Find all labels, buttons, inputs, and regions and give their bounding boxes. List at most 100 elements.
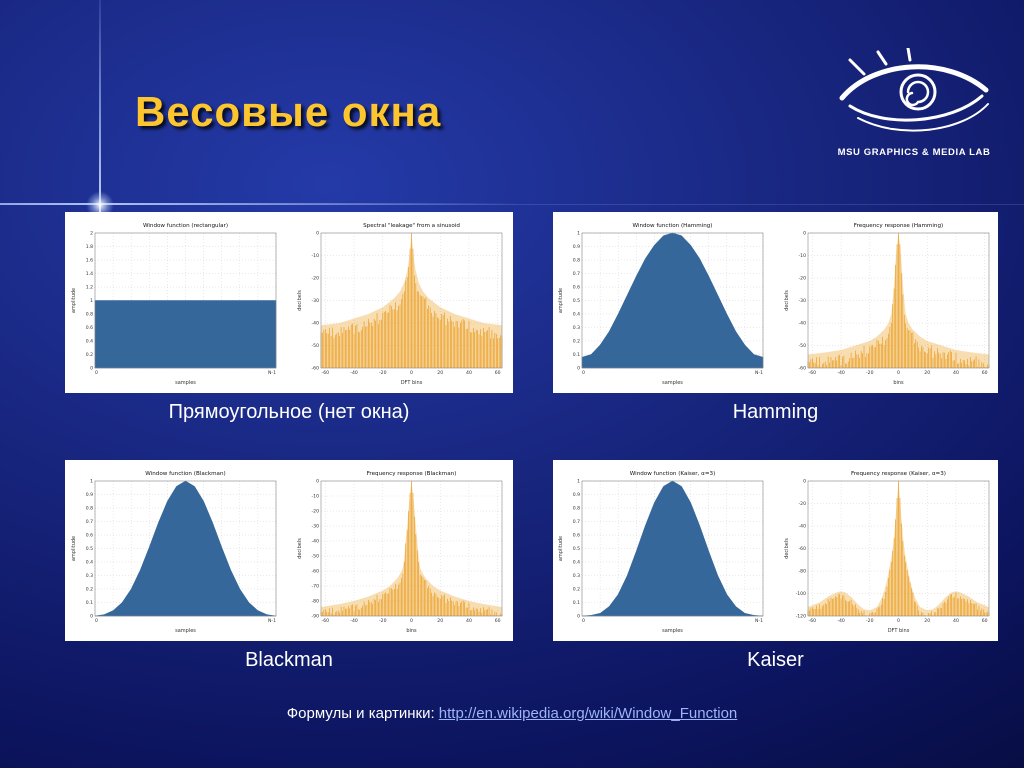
chart-blackman-window: 0 0.1 0.2 0.3 0.4 0.5 0.6 0.7 0.8 0.9 1 0 N-1 Window …	[69, 467, 283, 635]
svg-text:0.5: 0.5	[572, 298, 579, 304]
chart-hamming-response: -60 -50 -40 -30 -20 -10 0 -60 -40 -20 0 20 40 60 Frequ…	[782, 219, 996, 387]
footer: Формулы и картинки: http://en.wikipedia.…	[0, 705, 1024, 722]
svg-text:20: 20	[437, 618, 443, 624]
svg-text:-60: -60	[798, 546, 806, 552]
footer-link[interactable]: http://en.wikipedia.org/wiki/Window_Func…	[438, 705, 738, 722]
svg-text:bins: bins	[406, 628, 417, 634]
svg-text:-30: -30	[311, 298, 319, 304]
svg-text:-40: -40	[798, 320, 806, 326]
svg-text:-10: -10	[311, 253, 319, 259]
svg-text:0.4: 0.4	[572, 311, 579, 317]
svg-text:0: 0	[582, 370, 585, 376]
svg-text:40: 40	[953, 370, 959, 376]
svg-text:0.1: 0.1	[572, 352, 579, 358]
svg-text:-20: -20	[866, 370, 874, 376]
svg-text:0.5: 0.5	[572, 546, 579, 552]
msu-logo: MSU GRAPHICS & MEDIA LAB	[826, 46, 1002, 158]
svg-text:0: 0	[90, 365, 93, 371]
svg-text:0: 0	[897, 370, 900, 376]
svg-text:1.6: 1.6	[86, 257, 93, 263]
svg-text:-20: -20	[798, 501, 806, 507]
svg-text:0.9: 0.9	[572, 244, 579, 250]
svg-text:0: 0	[95, 618, 98, 624]
svg-text:0: 0	[90, 613, 93, 619]
svg-text:N-1: N-1	[268, 618, 276, 624]
svg-text:samples: samples	[662, 628, 683, 634]
svg-text:1: 1	[90, 298, 93, 304]
svg-text:DFT bins: DFT bins	[401, 380, 423, 386]
chart-hamming-window: 0 0.1 0.2 0.3 0.4 0.5 0.6 0.7 0.8 0.9 1 0 N-1 Window …	[556, 219, 770, 387]
svg-text:Window function (Blackman): Window function (Blackman)	[145, 471, 225, 477]
svg-text:Window function (Hamming): Window function (Hamming)	[632, 223, 712, 229]
svg-text:N-1: N-1	[754, 370, 762, 376]
svg-text:N-1: N-1	[754, 618, 762, 624]
svg-text:2: 2	[90, 230, 93, 236]
svg-text:0.2: 0.2	[86, 352, 93, 358]
svg-text:samples: samples	[175, 628, 196, 634]
svg-text:Window function (Kaiser, α=3): Window function (Kaiser, α=3)	[629, 471, 715, 477]
svg-text:0.4: 0.4	[86, 559, 93, 565]
svg-text:0.1: 0.1	[572, 600, 579, 606]
svg-text:0.9: 0.9	[86, 492, 93, 498]
svg-text:-10: -10	[798, 253, 806, 259]
svg-text:-60: -60	[798, 365, 806, 371]
svg-text:1: 1	[577, 478, 580, 484]
chart-kaiser-response: -120 -100 -80 -60 -40 -20 0 -60 -40 -20 0 20 40 60 Fre…	[782, 467, 996, 635]
chart-svg: -90 -80 -70 -60 -50 -40 -30 -20 -10 0 -60 -40 -20 0 20…	[297, 471, 503, 634]
svg-text:-40: -40	[798, 523, 806, 529]
svg-text:0: 0	[803, 478, 806, 484]
svg-text:decibels: decibels	[784, 537, 790, 558]
svg-text:-60: -60	[808, 370, 816, 376]
svg-text:0.8: 0.8	[86, 311, 93, 317]
svg-text:-50: -50	[311, 553, 319, 559]
chart-svg: -120 -100 -80 -60 -40 -20 0 -60 -40 -20 0 20 40 60 Fre…	[784, 471, 989, 634]
svg-text:-90: -90	[311, 613, 319, 619]
svg-text:amplitude: amplitude	[558, 287, 564, 312]
svg-text:20: 20	[437, 370, 443, 376]
svg-text:0.7: 0.7	[572, 271, 579, 277]
svg-text:0.5: 0.5	[86, 546, 93, 552]
svg-text:0.2: 0.2	[572, 586, 579, 592]
chart-rectangular-leakage: -60 -50 -40 -30 -20 -10 0 -60 -40 -20 0 20 40 60 Spect…	[295, 219, 509, 387]
panel-blackman: 0 0.1 0.2 0.3 0.4 0.5 0.6 0.7 0.8 0.9 1 0 N-1 Window …	[65, 460, 513, 641]
svg-text:0.9: 0.9	[572, 492, 579, 498]
chart-svg: 0 0.1 0.2 0.3 0.4 0.5 0.6 0.7 0.8 0.9 1 0 N-1 Window …	[558, 223, 763, 386]
panel-hamming: 0 0.1 0.2 0.3 0.4 0.5 0.6 0.7 0.8 0.9 1 0 N-1 Window …	[553, 212, 998, 393]
svg-text:-20: -20	[311, 275, 319, 281]
svg-text:40: 40	[466, 618, 472, 624]
svg-text:0.3: 0.3	[572, 573, 579, 579]
svg-text:0: 0	[577, 613, 580, 619]
caption-hamming: Hamming	[732, 401, 819, 423]
svg-text:0: 0	[582, 618, 585, 624]
panel-kaiser: 0 0.1 0.2 0.3 0.4 0.5 0.6 0.7 0.8 0.9 1 0 N-1 Window …	[553, 460, 998, 641]
svg-text:-30: -30	[311, 523, 319, 529]
svg-text:0: 0	[410, 370, 413, 376]
chart-kaiser-window: 0 0.1 0.2 0.3 0.4 0.5 0.6 0.7 0.8 0.9 1 0 N-1 Window …	[556, 467, 770, 635]
svg-text:-20: -20	[379, 370, 387, 376]
svg-text:N-1: N-1	[268, 370, 276, 376]
svg-text:-60: -60	[322, 370, 330, 376]
svg-text:Frequency response (Hamming): Frequency response (Hamming)	[853, 223, 942, 229]
msu-logo-text: MSU GRAPHICS & MEDIA LAB	[837, 147, 991, 158]
svg-text:60: 60	[981, 370, 987, 376]
svg-text:0.6: 0.6	[86, 325, 93, 331]
svg-text:-20: -20	[311, 508, 319, 514]
decorative-vertical-line	[99, 0, 101, 212]
svg-text:0: 0	[897, 618, 900, 624]
svg-text:0: 0	[316, 478, 319, 484]
chart-svg: 0 0.1 0.2 0.3 0.4 0.5 0.6 0.7 0.8 0.9 1 0 N-1 Window …	[71, 471, 277, 634]
svg-text:-60: -60	[808, 618, 816, 624]
caption-kaiser: Kaiser	[747, 649, 804, 671]
svg-text:40: 40	[466, 370, 472, 376]
svg-text:-20: -20	[379, 618, 387, 624]
svg-text:1.8: 1.8	[86, 244, 93, 250]
svg-text:-60: -60	[311, 568, 319, 574]
svg-text:-40: -40	[311, 538, 319, 544]
svg-text:-30: -30	[798, 298, 806, 304]
svg-text:-40: -40	[311, 320, 319, 326]
svg-text:0.8: 0.8	[86, 505, 93, 511]
svg-text:0.4: 0.4	[572, 559, 579, 565]
decorative-horizontal-line	[0, 203, 520, 205]
svg-text:decibels: decibels	[784, 289, 790, 310]
